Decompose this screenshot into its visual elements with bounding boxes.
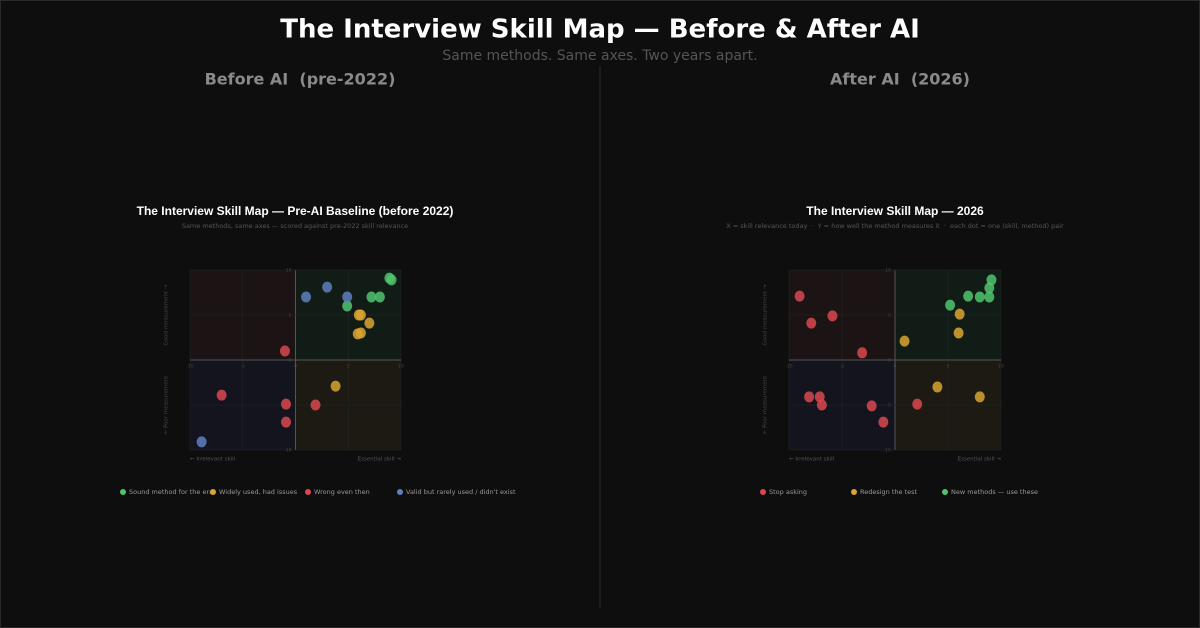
y-tick-label: 5 xyxy=(289,313,292,319)
y-tick-label: 10 xyxy=(286,268,292,274)
point xyxy=(342,291,353,303)
legend-label: Stop asking xyxy=(769,488,807,496)
y-axis-label: ← Poor measurement xyxy=(763,375,769,434)
legend-label: Wrong even then xyxy=(314,488,370,496)
chart-title: The Interview Skill Map — 2026 xyxy=(806,204,984,218)
point xyxy=(330,380,341,392)
point xyxy=(301,291,312,303)
point xyxy=(281,416,292,428)
x-tick-label: 0 xyxy=(894,364,897,370)
point xyxy=(322,281,333,293)
x-tick-label: 0 xyxy=(294,364,297,370)
point xyxy=(857,347,868,359)
legend-swatch xyxy=(942,489,948,495)
point xyxy=(216,389,227,401)
legend-label: Valid but rarely used / didn't exist xyxy=(406,488,516,496)
legend-label: Sound method for the era xyxy=(129,488,213,496)
point xyxy=(794,290,805,302)
y-tick-label: 5 xyxy=(888,313,891,319)
legend-swatch xyxy=(210,489,216,495)
point xyxy=(279,345,290,357)
point xyxy=(932,381,943,393)
page-title: The Interview Skill Map — Before & After… xyxy=(280,15,920,45)
point xyxy=(974,391,985,403)
point xyxy=(374,291,385,303)
point xyxy=(386,274,397,286)
legend-swatch xyxy=(397,489,403,495)
legend-label: Widely used, had issues xyxy=(219,488,298,496)
legend-label: New methods — use these xyxy=(951,488,1038,496)
point xyxy=(912,398,923,410)
point xyxy=(984,282,995,294)
point xyxy=(954,308,965,320)
point xyxy=(355,327,366,339)
chart-subtitle: X = skill relevance today · Y = how well… xyxy=(726,222,1064,230)
x-tick-label: 10 xyxy=(998,364,1004,370)
y-axis-label: ← Poor measurement xyxy=(164,375,170,434)
chart-subtitle: Same methods, same axes — scored against… xyxy=(182,222,408,230)
point xyxy=(899,335,910,347)
x-tick-label: 5 xyxy=(347,364,350,370)
point xyxy=(281,398,292,410)
y-axis-label: Good measurement → xyxy=(164,284,170,345)
point xyxy=(364,317,375,329)
y-tick-label: 0 xyxy=(888,358,891,364)
point xyxy=(804,391,815,403)
y-tick-label: -5 xyxy=(887,403,892,409)
x-axis-label: Essential skill → xyxy=(958,457,1002,463)
x-tick-label: -10 xyxy=(785,364,792,370)
page-subtitle: Same methods. Same axes. Two years apart… xyxy=(442,48,757,64)
x-axis-label: ← Irrelevant skill xyxy=(190,457,236,463)
point xyxy=(310,399,321,411)
point xyxy=(366,291,377,303)
point xyxy=(953,327,964,339)
point xyxy=(878,416,889,428)
y-axis-label: Good measurement → xyxy=(763,284,769,345)
point xyxy=(974,291,985,303)
x-tick-label: -5 xyxy=(840,364,845,370)
x-tick-label: -10 xyxy=(186,364,193,370)
point xyxy=(984,291,995,303)
point xyxy=(806,317,817,329)
point xyxy=(196,436,207,448)
point xyxy=(963,290,974,302)
point xyxy=(945,299,956,311)
legend-swatch xyxy=(851,489,857,495)
y-tick-label: -10 xyxy=(884,448,891,454)
legend-label: Redesign the test xyxy=(860,488,918,496)
chart-title: The Interview Skill Map — Pre-AI Baselin… xyxy=(137,204,454,218)
x-axis-label: Essential skill → xyxy=(358,457,402,463)
x-axis-label: ← Irrelevant skill xyxy=(789,457,835,463)
x-tick-label: 5 xyxy=(947,364,950,370)
point xyxy=(355,309,366,321)
y-tick-label: -10 xyxy=(284,448,291,454)
point xyxy=(816,399,827,411)
x-tick-label: 10 xyxy=(398,364,404,370)
y-tick-label: 10 xyxy=(885,268,891,274)
panel-title: After AI (2026) xyxy=(830,70,970,89)
y-tick-label: 0 xyxy=(289,358,292,364)
point xyxy=(342,300,353,312)
point xyxy=(827,310,838,322)
legend-swatch xyxy=(120,489,126,495)
panel-title: Before AI (pre-2022) xyxy=(205,70,396,89)
legend-swatch xyxy=(305,489,311,495)
x-tick-label: -5 xyxy=(241,364,246,370)
legend-swatch xyxy=(760,489,766,495)
point xyxy=(866,400,877,412)
